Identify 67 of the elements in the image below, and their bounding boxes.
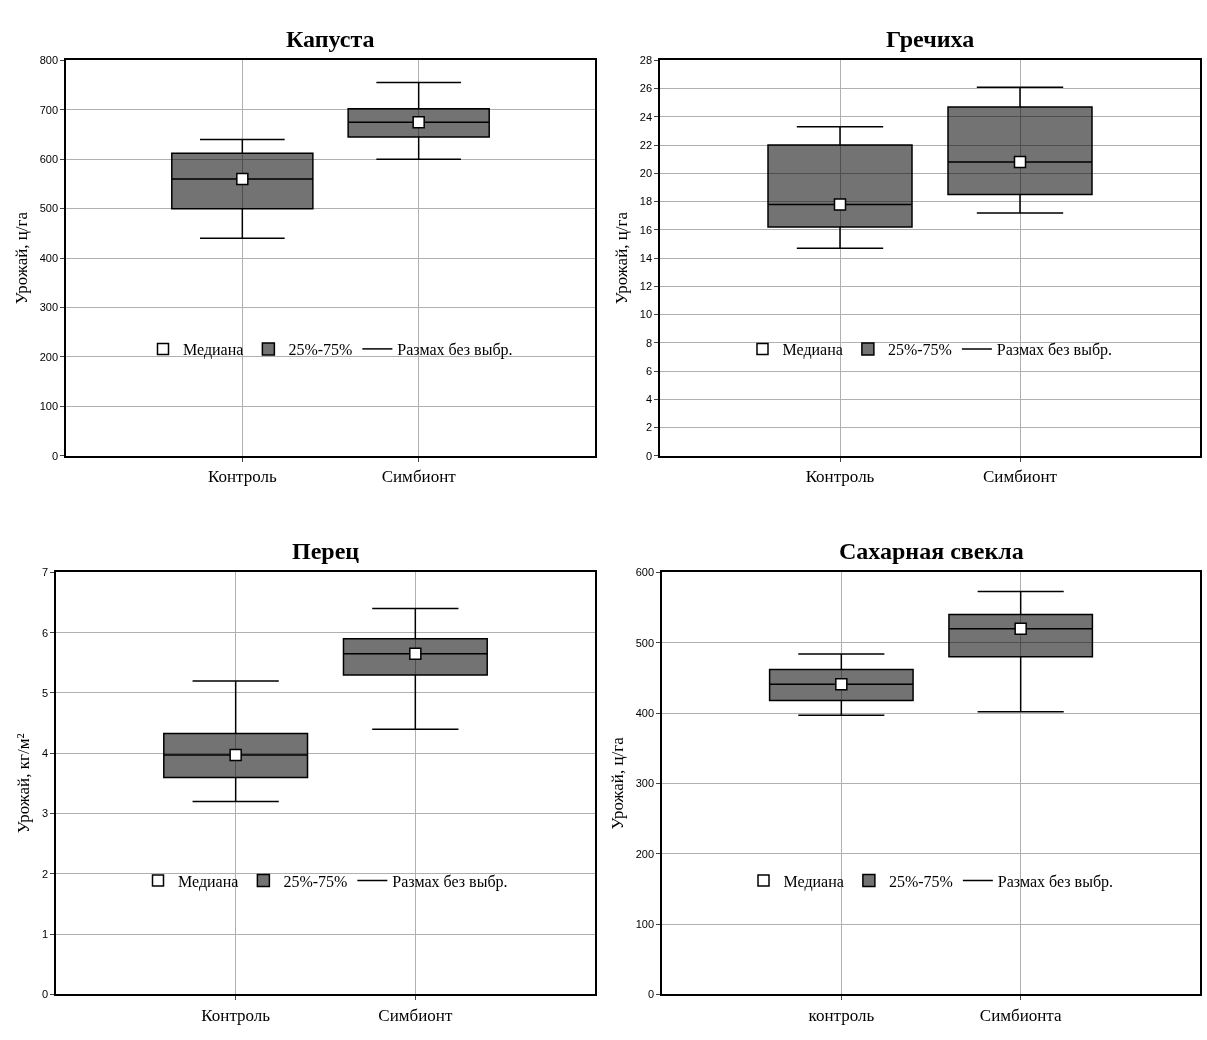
y-tick-label: 0	[51, 449, 59, 462]
x-tick-label: Контроль	[207, 466, 277, 486]
y-tick-label: 500	[635, 636, 655, 649]
y-tick-label: 0	[645, 449, 653, 462]
x-tick-label: Симбионт	[983, 466, 1058, 486]
y-tick-label: 600	[39, 153, 59, 166]
legend-label: 25%-75%	[283, 872, 348, 890]
y-tick-label: 4	[41, 747, 49, 760]
y-axis-title: Урожай, ц/га	[607, 736, 627, 830]
y-tick-label: 24	[639, 110, 653, 123]
legend-label: 25%-75%	[888, 872, 953, 890]
chart-title: Гречиха	[886, 26, 975, 52]
y-tick-label: 2	[645, 421, 653, 434]
y-tick-label: 22	[639, 138, 653, 151]
y-tick-label: 100	[39, 400, 59, 413]
x-tick-label: Симбионт	[378, 1005, 453, 1025]
y-tick-label: 600	[635, 566, 655, 579]
legend-label: Медиана	[178, 872, 239, 891]
y-tick-label: 1	[41, 928, 49, 941]
y-tick-label: 20	[639, 167, 653, 180]
y-tick-label: 6	[645, 364, 653, 377]
annotation: Размах без выбр.	[996, 341, 1113, 360]
legend-label: 25%-75%	[887, 341, 952, 359]
y-tick-label: 18	[639, 195, 653, 208]
y-tick-label: 0	[41, 988, 49, 1001]
y-tick-label: 300	[39, 301, 59, 314]
y-tick-label: 3	[41, 807, 49, 820]
chart-title: Сахарная свекла	[839, 538, 1024, 564]
legend-label: Медиана	[783, 872, 844, 891]
y-tick-label: 10	[639, 308, 653, 321]
x-tick-label: контроль	[808, 1005, 875, 1025]
annotation: Размах без выбр.	[397, 341, 513, 360]
x-tick-label: Симбионта	[979, 1005, 1062, 1025]
legend-label: Медиана	[183, 341, 244, 360]
y-tick-label: 400	[635, 706, 655, 719]
y-tick-label: 300	[635, 777, 655, 790]
legend-label: Медиана	[782, 341, 843, 360]
y-tick-label: 2	[41, 867, 49, 880]
y-tick-label: 28	[639, 54, 653, 67]
chart-title: Капуста	[286, 26, 375, 52]
y-tick-label: 16	[639, 223, 653, 236]
y-tick-label: 14	[639, 251, 653, 264]
y-tick-label: 4	[645, 393, 653, 406]
y-tick-label: 800	[39, 54, 59, 67]
y-tick-label: 8	[645, 336, 653, 349]
y-tick-label: 5	[41, 686, 49, 699]
y-tick-label: 26	[639, 82, 653, 95]
annotation: Размах без выбр.	[997, 872, 1114, 891]
chart-title: Перец	[292, 538, 360, 564]
legend-label: 25%-75%	[288, 341, 353, 359]
y-tick-label: 6	[41, 626, 49, 639]
y-tick-label: 700	[39, 103, 59, 116]
y-tick-label: 500	[39, 202, 59, 215]
y-tick-label: 7	[41, 566, 49, 579]
y-axis-title: Урожай, кг/м²	[13, 733, 33, 834]
y-tick-label: 200	[39, 350, 59, 363]
y-tick-label: 12	[639, 280, 653, 293]
y-axis-title: Урожай, ц/га	[11, 211, 31, 305]
annotation: Размах без выбр.	[392, 872, 508, 891]
y-tick-label: 100	[635, 917, 655, 930]
y-tick-label: 200	[635, 847, 655, 860]
y-tick-label: 0	[647, 988, 655, 1001]
x-tick-label: Контроль	[201, 1005, 271, 1025]
y-tick-label: 400	[39, 251, 59, 264]
x-tick-label: Контроль	[805, 466, 875, 486]
x-tick-label: Симбионт	[381, 466, 457, 486]
y-axis-title: Урожай, ц/га	[611, 211, 631, 305]
